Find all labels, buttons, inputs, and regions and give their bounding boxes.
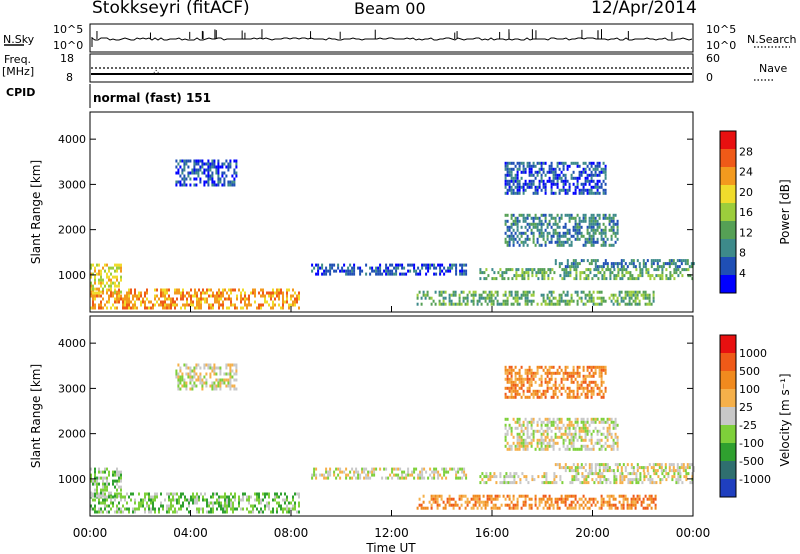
velocity-colorbar-label: Velocity [m s⁻¹] bbox=[778, 373, 792, 466]
freq-right-tick-bottom: 0 bbox=[706, 71, 713, 84]
power-ytick-label: 3000 bbox=[58, 178, 86, 191]
power-panel: 1000 2000 3000 4000 Slant Range [km] 4 8 12 16… bbox=[29, 111, 792, 313]
velocity-scatter-band bbox=[416, 494, 657, 510]
power-scatter-band bbox=[90, 263, 122, 294]
power-colorbar-segment bbox=[720, 131, 736, 150]
x-tick-label: 08:00 bbox=[274, 526, 309, 540]
velocity-ytick-label: 4000 bbox=[58, 337, 86, 350]
power-colorbar-segment bbox=[720, 149, 736, 168]
power-colorbar-segment bbox=[720, 167, 736, 186]
power-colorbar-segment bbox=[720, 221, 736, 240]
velocity-colorbar-segment bbox=[720, 461, 736, 480]
x-tick-label: 00:00 bbox=[676, 526, 711, 540]
power-colorbar-tick: 28 bbox=[739, 145, 753, 158]
power-ytick-label: 2000 bbox=[58, 224, 86, 237]
velocity-scatter-band bbox=[554, 463, 695, 473]
velocity-colorbar-segment bbox=[720, 371, 736, 390]
x-axis-label: Time UT bbox=[365, 541, 416, 554]
power-scatter-band bbox=[554, 259, 695, 269]
power-scatter-band bbox=[504, 161, 607, 195]
freq-left-tick-bottom: 8 bbox=[66, 71, 73, 84]
beam-title: Beam 00 bbox=[354, 0, 426, 18]
power-colorbar-segment bbox=[720, 257, 736, 276]
velocity-colorbar-segment bbox=[720, 389, 736, 408]
velocity-colorbar-segment bbox=[720, 425, 736, 444]
velocity-colorbar-tick: -500 bbox=[739, 455, 764, 468]
velocity-colorbar-segment bbox=[720, 335, 736, 354]
power-colorbar-segment bbox=[720, 203, 736, 222]
velocity-scatter-band bbox=[90, 467, 122, 498]
power-ylabel: Slant Range [km] bbox=[29, 160, 43, 264]
velocity-scatter-band bbox=[479, 472, 694, 485]
cpid-value: normal (fast) 151 bbox=[93, 91, 211, 105]
power-colorbar-segment bbox=[720, 239, 736, 258]
velocity-colorbar-tick: -100 bbox=[739, 437, 764, 450]
velocity-ytick-label: 3000 bbox=[58, 382, 86, 395]
velocity-colorbar-segment bbox=[720, 407, 736, 426]
power-colorbar-tick: 24 bbox=[739, 166, 753, 179]
x-tick-label: 00:00 bbox=[73, 526, 108, 540]
power-colorbar-tick: 16 bbox=[739, 206, 753, 219]
velocity-colorbar-tick: -25 bbox=[739, 419, 757, 432]
velocity-colorbar-segment bbox=[720, 479, 736, 498]
power-scatter-band bbox=[504, 213, 619, 247]
freq-right-tick-top: 60 bbox=[706, 52, 720, 65]
velocity-scatter-band bbox=[504, 417, 619, 451]
velocity-colorbar-tick: 100 bbox=[739, 383, 760, 396]
x-tick-label: 20:00 bbox=[575, 526, 610, 540]
freq-left-tick-top: 18 bbox=[60, 52, 74, 65]
noise-left-tick-top: 10^5 bbox=[53, 23, 83, 36]
x-tick-label: 04:00 bbox=[173, 526, 208, 540]
power-scatter-band bbox=[90, 288, 300, 310]
power-ytick-label: 1000 bbox=[58, 269, 86, 282]
power-scatter-band bbox=[416, 290, 655, 306]
velocity-colorbar-tick: 25 bbox=[739, 401, 753, 414]
velocity-colorbar-tick: 1000 bbox=[739, 347, 767, 360]
station-title: Stokkseyri (fitACF) bbox=[92, 0, 250, 18]
velocity-scatter-band bbox=[175, 363, 238, 391]
x-tick-label: 12:00 bbox=[374, 526, 409, 540]
power-colorbar-segment bbox=[720, 185, 736, 204]
noise-trace bbox=[91, 29, 693, 47]
velocity-colorbar-frame bbox=[719, 334, 737, 498]
power-ytick-label: 4000 bbox=[58, 133, 86, 146]
power-scatter-band bbox=[311, 263, 468, 276]
power-colorbar-tick: 8 bbox=[739, 247, 746, 260]
cpid-label: CPID bbox=[6, 86, 36, 99]
power-colorbar-segment bbox=[720, 275, 736, 294]
power-colorbar-frame bbox=[719, 130, 737, 294]
nsearch-label: N.Search bbox=[747, 33, 797, 46]
velocity-colorbar-tick: -1000 bbox=[739, 473, 771, 486]
power-colorbar-tick: 4 bbox=[739, 267, 746, 280]
velocity-ylabel: Slant Range [km] bbox=[29, 364, 43, 468]
x-tick-label: 16:00 bbox=[475, 526, 510, 540]
freq-label: Freq. bbox=[4, 53, 32, 66]
noise-right-tick-bottom: 10^0 bbox=[706, 39, 736, 52]
power-scatter-band bbox=[479, 268, 694, 281]
power-colorbar-tick: 12 bbox=[739, 226, 753, 239]
power-colorbar-tick: 20 bbox=[739, 186, 753, 199]
noise-right-tick-top: 10^5 bbox=[706, 23, 736, 36]
date-title: 12/Apr/2014 bbox=[591, 0, 697, 18]
power-scatter-band bbox=[175, 159, 238, 187]
nsky-label: N.Sky bbox=[3, 33, 35, 46]
noise-left-tick-bottom: 10^0 bbox=[53, 39, 83, 52]
velocity-ytick-label: 1000 bbox=[58, 473, 86, 486]
velocity-scatter-band bbox=[504, 365, 607, 399]
velocity-colorbar-segment bbox=[720, 443, 736, 462]
power-colorbar-label: Power [dB] bbox=[778, 179, 792, 244]
freq-glitch-mark: ⁘ bbox=[152, 68, 160, 79]
velocity-colorbar-tick: 500 bbox=[739, 365, 760, 378]
freq-unit-label: [MHz] bbox=[2, 65, 35, 78]
velocity-scatter-band bbox=[311, 467, 468, 480]
noise-panel-frame bbox=[89, 23, 694, 53]
velocity-ytick-label: 2000 bbox=[58, 428, 86, 441]
nave-label: Nave bbox=[759, 62, 788, 75]
velocity-panel: 1000 2000 3000 4000 Slant Range [km] 1000 50… bbox=[29, 315, 792, 517]
velocity-scatter-band bbox=[90, 492, 300, 514]
velocity-colorbar-segment bbox=[720, 353, 736, 372]
freq-panel-frame bbox=[89, 53, 694, 83]
